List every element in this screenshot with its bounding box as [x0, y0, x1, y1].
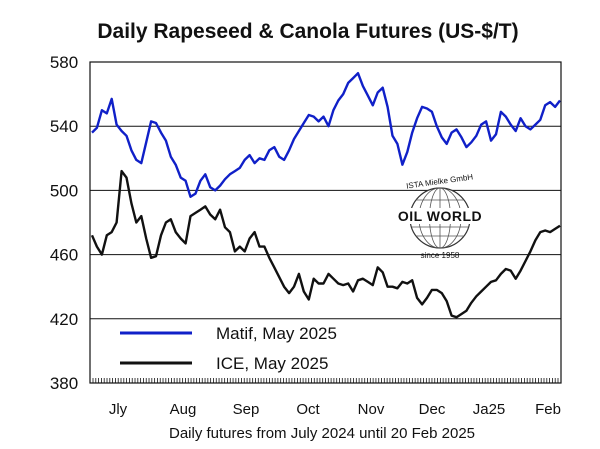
x-axis-title: Daily futures from July 2024 until 20 Fe… [169, 425, 475, 442]
y-tick-label: 380 [50, 374, 78, 393]
y-tick-label: 500 [50, 181, 78, 200]
grid-layer [90, 125, 561, 320]
axis-layer: 380 420 460 500 540 580 Jly Aug Sep Oct Nov Dec Ja25… [50, 53, 562, 418]
legend-label-ice: ICE, May 2025 [216, 354, 328, 373]
y-tick-label: 580 [50, 53, 78, 72]
x-tick-label: Nov [358, 401, 385, 418]
chart-title: Daily Rapeseed & Canola Futures (US-$/T) [97, 20, 518, 43]
x-tick-label: Aug [170, 401, 197, 418]
chart-legend: Matif, May 2025 ICE, May 2025 [120, 324, 337, 373]
x-tick-label: Jly [109, 401, 128, 418]
watermark-main-text: OIL WORLD [398, 208, 482, 224]
y-tick-label: 540 [50, 117, 78, 136]
globe-icon [406, 187, 474, 249]
series-line-0 [91, 71, 561, 199]
x-tick-label: Feb [535, 401, 561, 418]
legend-label-matif: Matif, May 2025 [216, 324, 337, 343]
y-tick-label: 460 [50, 246, 78, 265]
x-tick-label: Sep [233, 401, 260, 418]
x-tick-label: Dec [419, 401, 446, 418]
series-layer [90, 71, 561, 319]
x-tick-label: Ja25 [473, 401, 506, 418]
oil-world-watermark: ISTA Mielke GmbH OIL WORLD since 1958 [398, 172, 482, 260]
watermark-bottom-text: since 1958 [421, 251, 460, 260]
globe-band [406, 208, 474, 224]
series-line-1 [90, 169, 561, 319]
x-tick-label: Oct [296, 401, 320, 418]
y-tick-label: 420 [50, 310, 78, 329]
